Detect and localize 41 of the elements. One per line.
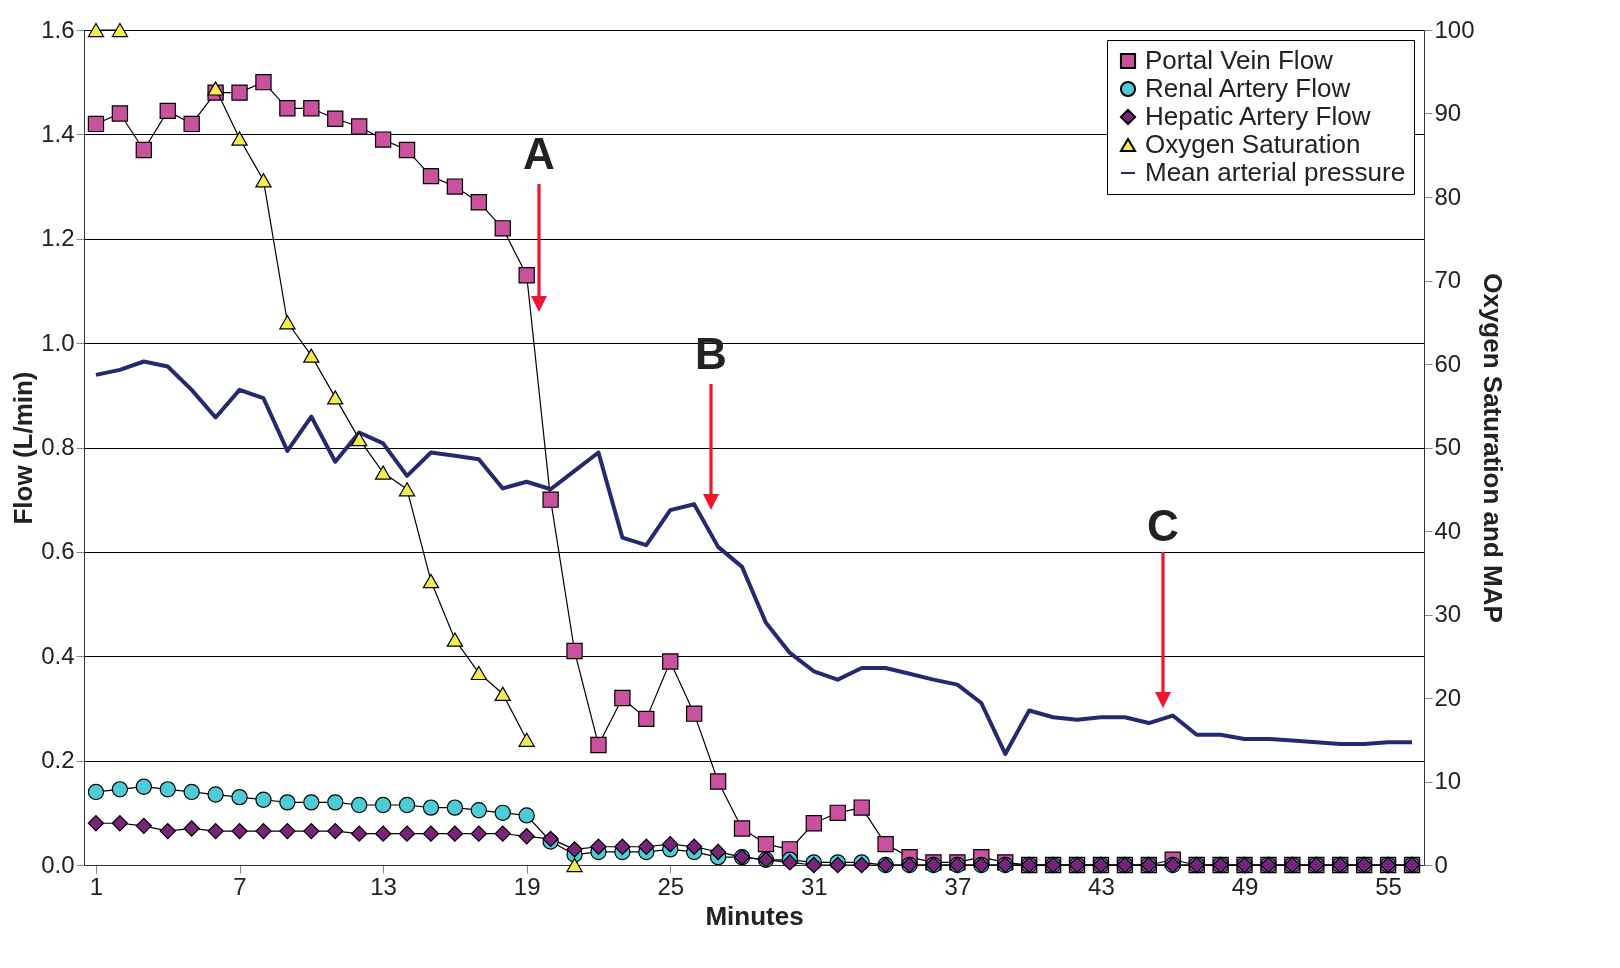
x-tick-label: 37 (944, 872, 972, 900)
x-tick-label: 1 (89, 872, 104, 900)
x-tick-label: 31 (800, 872, 828, 900)
y-tick-label: 0.4 (41, 641, 75, 669)
legend-label: Portal Vein Flow (1145, 45, 1334, 75)
x-tick-label: 19 (513, 872, 541, 900)
y-tick-label: 1.0 (41, 328, 75, 356)
legend-label: Oxygen Saturation (1145, 129, 1361, 159)
y-tick-label: 0.0 (41, 850, 75, 878)
y2-tick-label: 100 (1434, 15, 1475, 43)
x-tick-label: 7 (233, 872, 247, 900)
x-tick-label: 49 (1231, 872, 1259, 900)
y2-tick-label: 10 (1434, 767, 1462, 794)
x-tick-label: 13 (370, 872, 397, 900)
annotation: C (1147, 501, 1179, 550)
y2-tick-label: 30 (1434, 600, 1462, 627)
annotation: B (695, 329, 727, 378)
y2-tick-label: 40 (1434, 516, 1462, 544)
y-tick-label: 1.4 (41, 119, 75, 147)
y2-tick-label: 70 (1434, 266, 1462, 293)
x-tick-label: 55 (1375, 872, 1402, 900)
y-tick-label: 1.2 (41, 224, 75, 252)
y2-tick-label: 20 (1434, 683, 1462, 711)
x-axis-title: Minutes (705, 900, 804, 931)
y2-tick-label: 0 (1434, 850, 1448, 878)
y-tick-label: 1.6 (41, 15, 75, 43)
y2-tick-label: 90 (1434, 99, 1462, 126)
y2-tick-label: 80 (1434, 182, 1462, 210)
legend-label: Mean arterial pressure (1145, 157, 1406, 187)
y-tick-label: 0.6 (41, 537, 75, 565)
y2-tick-label: 60 (1434, 349, 1462, 377)
y-tick-label: 0.8 (41, 433, 75, 460)
y2-axis-title: Oxygen Saturation and MAP (1477, 273, 1508, 623)
legend-label: Hepatic Artery Flow (1145, 101, 1371, 131)
y-axis-title: Flow (L/min) (8, 371, 39, 525)
x-tick-label: 25 (657, 872, 685, 900)
y2-tick-label: 50 (1434, 433, 1462, 460)
x-tick-label: 43 (1088, 872, 1115, 900)
y-tick-label: 0.2 (41, 746, 75, 774)
annotation: A (523, 129, 555, 178)
legend-label: Renal Artery Flow (1145, 73, 1351, 103)
